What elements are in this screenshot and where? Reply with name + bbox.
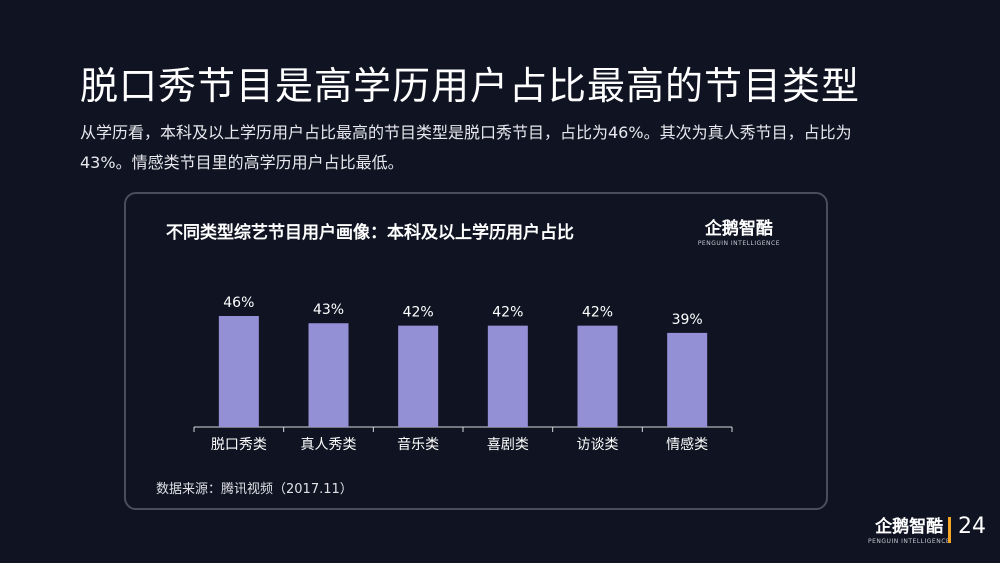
page-title: 脱口秀节目是高学历用户占比最高的节目类型 [80, 64, 861, 108]
chart-panel: 不同类型综艺节目用户画像：本科及以上学历用户占比 企鹅智酷 PENGUIN IN… [124, 192, 828, 510]
page-description: 从学历看，本科及以上学历用户占比最高的节目类型是脱口秀节目，占比为46%。其次为… [80, 123, 852, 172]
brand-logo-subtitle: PENGUIN INTELLIGENCE [697, 240, 780, 247]
bar-5 [577, 325, 618, 427]
bar-3 [398, 325, 439, 427]
bar-value-label: 39% [672, 312, 703, 328]
category-label: 音乐类 [397, 436, 439, 453]
bar-chart: 46% 脱口秀类 43% 真人秀类 42% 音乐类 42% 喜剧类 42% 访谈类 39% 情感类 [193, 295, 733, 453]
footer-logo-subtitle: PENGUIN INTELLIGENCE [868, 538, 951, 545]
data-source: 数据来源：腾讯视频（2017.11） [156, 482, 353, 497]
category-label: 喜剧类 [487, 437, 529, 453]
bar-value-label: 43% [313, 302, 344, 318]
bar-6 [667, 332, 708, 427]
category-label: 访谈类 [577, 437, 619, 453]
brand-logo: 企鹅智酷 PENGUIN INTELLIGENCE [698, 214, 780, 247]
footer-separator [948, 517, 951, 543]
chart-title: 不同类型综艺节目用户画像：本科及以上学历用户占比 [166, 223, 574, 243]
page-number: 24 [958, 514, 986, 539]
bar-value-label: 46% [223, 295, 254, 311]
bar-1 [218, 316, 259, 427]
bar-value-label: 42% [492, 305, 523, 321]
bar-value-label: 42% [403, 305, 434, 321]
category-label: 脱口秀类 [211, 437, 267, 453]
brand-logo-name: 企鹅智酷 [704, 219, 773, 239]
footer-logo: 企鹅智酷 PENGUIN INTELLIGENCE [868, 512, 950, 545]
bar-2 [308, 323, 349, 427]
bar-value-label: 42% [582, 305, 613, 321]
category-label: 真人秀类 [301, 437, 357, 453]
category-label: 情感类 [666, 436, 708, 453]
bar-4 [487, 325, 528, 427]
footer-logo-name: 企鹅智酷 [875, 517, 944, 537]
